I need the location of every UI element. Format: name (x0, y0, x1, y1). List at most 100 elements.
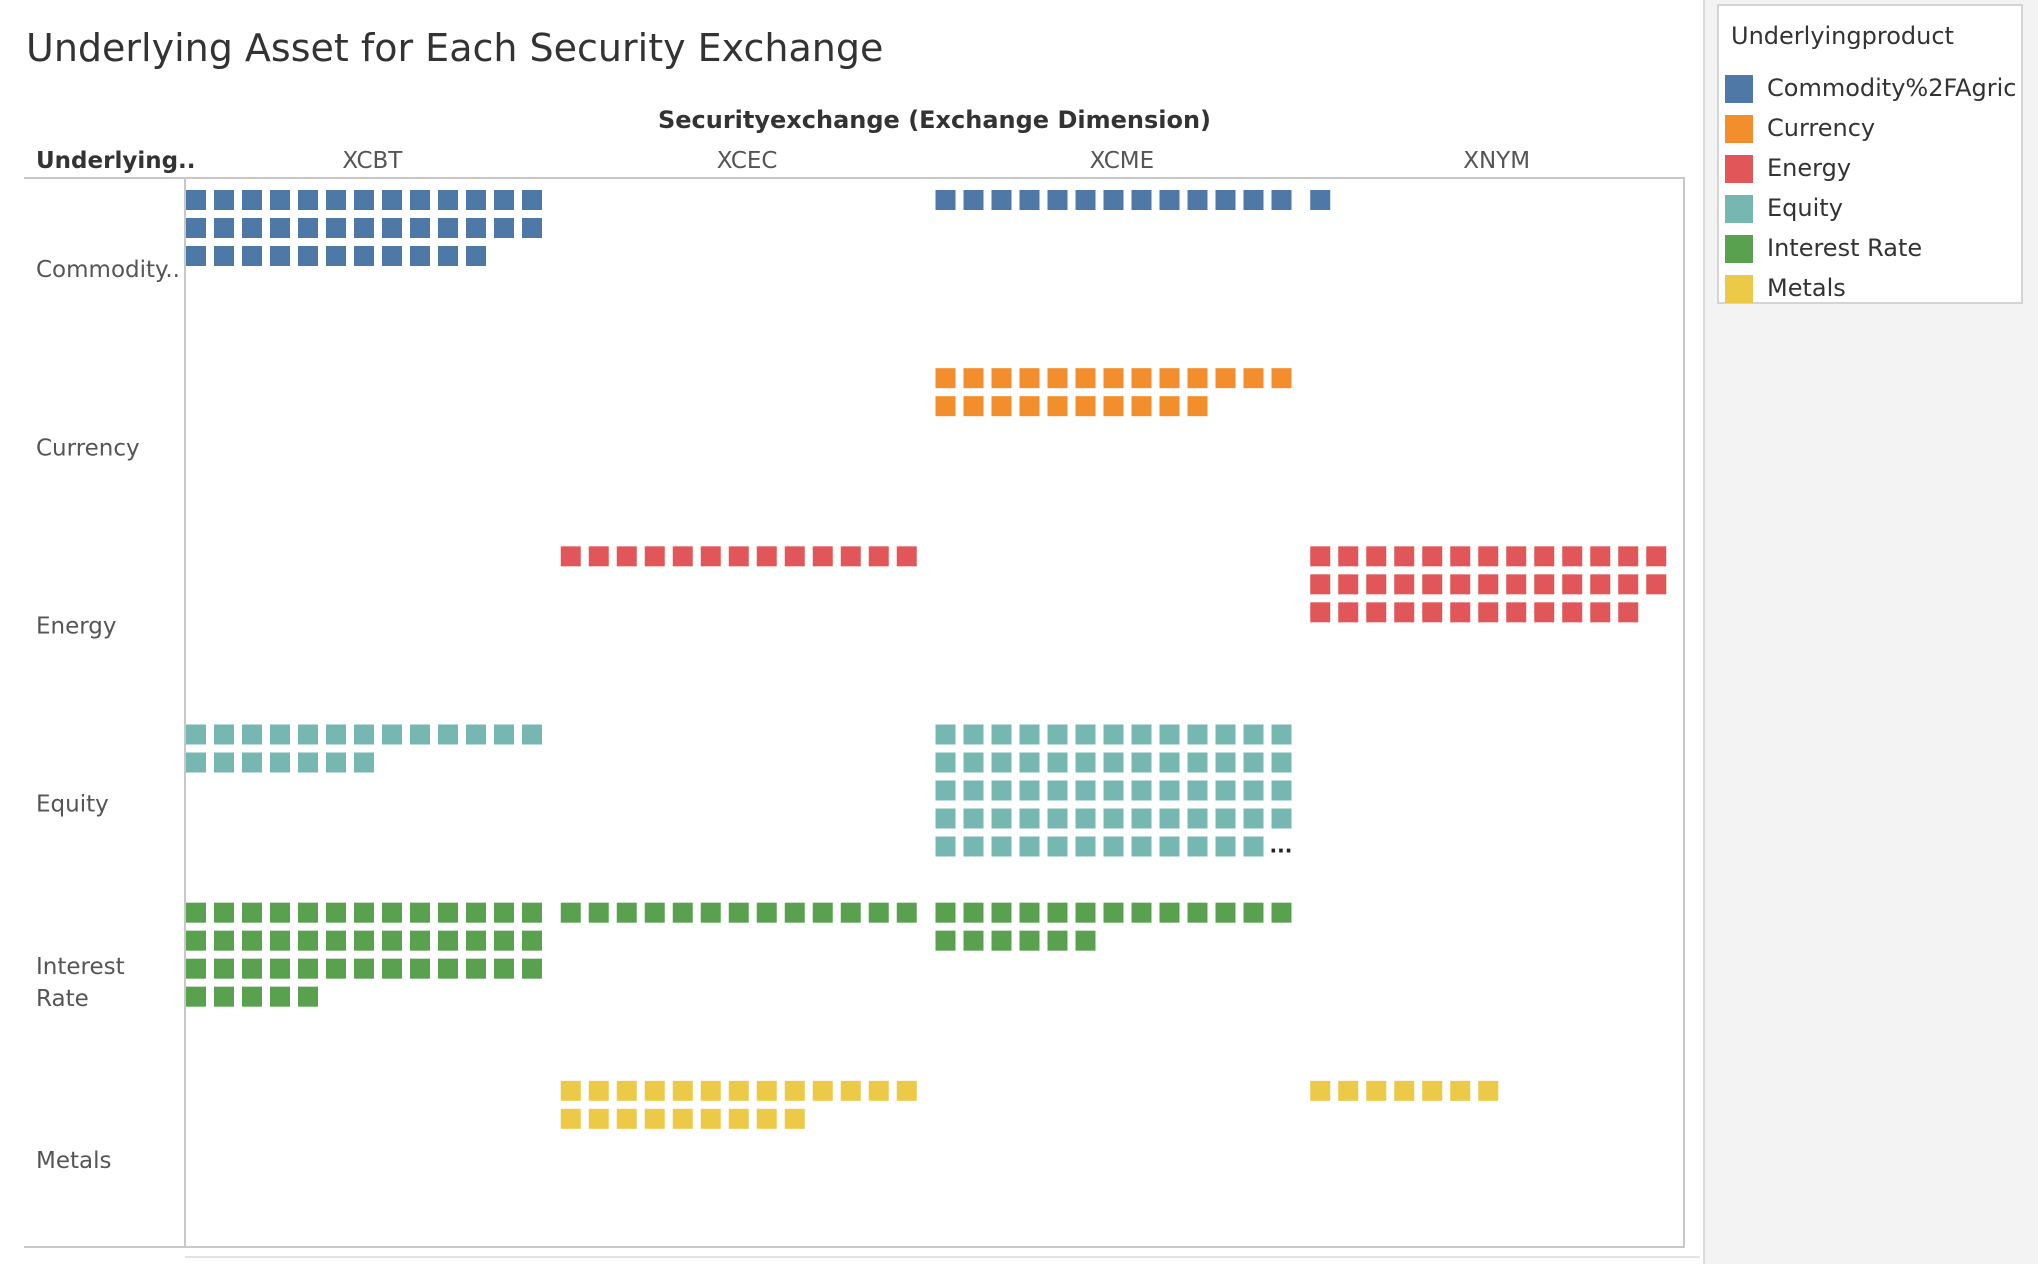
asset-mark[interactable] (991, 752, 1012, 773)
asset-mark[interactable] (270, 246, 290, 266)
asset-mark[interactable] (1075, 368, 1096, 389)
asset-mark[interactable] (1187, 396, 1208, 417)
asset-mark[interactable] (963, 724, 984, 745)
asset-mark[interactable] (1187, 724, 1208, 745)
asset-mark[interactable] (1450, 574, 1471, 595)
asset-mark[interactable] (840, 546, 861, 567)
asset-mark[interactable] (438, 190, 458, 210)
asset-mark[interactable] (1478, 546, 1499, 567)
asset-mark[interactable] (1075, 808, 1096, 829)
asset-mark[interactable] (1019, 724, 1040, 745)
asset-mark[interactable] (963, 836, 984, 857)
asset-mark[interactable] (522, 218, 542, 238)
asset-mark[interactable] (935, 902, 956, 923)
asset-mark[interactable] (935, 724, 956, 745)
asset-mark[interactable] (991, 780, 1012, 801)
asset-mark[interactable] (588, 902, 609, 923)
asset-mark[interactable] (935, 752, 956, 773)
asset-mark[interactable] (326, 930, 346, 951)
asset-mark[interactable] (560, 546, 581, 567)
asset-mark[interactable] (1394, 602, 1415, 623)
asset-mark[interactable] (1506, 546, 1527, 567)
asset-mark[interactable] (1075, 724, 1096, 745)
legend-item[interactable]: Metals (1725, 270, 2019, 306)
asset-mark[interactable] (214, 218, 234, 238)
asset-mark[interactable] (1019, 808, 1040, 829)
asset-mark[interactable] (1271, 724, 1292, 745)
asset-mark[interactable] (1131, 396, 1152, 417)
asset-mark[interactable] (784, 1080, 805, 1101)
asset-mark[interactable] (298, 218, 318, 238)
asset-mark[interactable] (1019, 836, 1040, 857)
asset-mark[interactable] (1159, 902, 1180, 923)
asset-mark[interactable] (466, 218, 486, 238)
asset-mark[interactable] (186, 958, 206, 979)
asset-mark[interactable] (1450, 1080, 1471, 1101)
asset-mark[interactable] (1506, 602, 1527, 623)
asset-mark[interactable] (700, 1108, 721, 1129)
asset-mark[interactable] (1187, 902, 1208, 923)
asset-mark[interactable] (1243, 368, 1264, 389)
asset-mark[interactable] (1187, 808, 1208, 829)
asset-mark[interactable] (1562, 574, 1583, 595)
asset-mark[interactable] (896, 546, 917, 567)
asset-mark[interactable] (1215, 836, 1236, 857)
asset-mark[interactable] (1646, 546, 1667, 567)
asset-mark[interactable] (1271, 752, 1292, 773)
asset-mark[interactable] (326, 190, 346, 210)
asset-mark[interactable] (644, 546, 665, 567)
asset-mark[interactable] (382, 218, 402, 238)
asset-mark[interactable] (438, 218, 458, 238)
asset-mark[interactable] (354, 246, 374, 266)
asset-mark[interactable] (1394, 574, 1415, 595)
asset-mark[interactable] (991, 396, 1012, 417)
asset-mark[interactable] (1047, 836, 1068, 857)
asset-mark[interactable] (214, 930, 234, 951)
asset-mark[interactable] (326, 752, 346, 773)
asset-mark[interactable] (438, 930, 458, 951)
asset-mark[interactable] (588, 1080, 609, 1101)
asset-mark[interactable] (298, 752, 318, 773)
asset-mark[interactable] (382, 190, 402, 210)
asset-mark[interactable] (1394, 1080, 1415, 1101)
asset-mark[interactable] (1562, 546, 1583, 567)
asset-mark[interactable] (214, 246, 234, 266)
asset-mark[interactable] (1103, 752, 1124, 773)
asset-mark[interactable] (522, 930, 542, 951)
asset-mark[interactable] (1047, 724, 1068, 745)
asset-mark[interactable] (494, 190, 514, 210)
asset-mark[interactable] (616, 1108, 637, 1129)
asset-mark[interactable] (963, 780, 984, 801)
asset-mark[interactable] (1131, 808, 1152, 829)
asset-mark[interactable] (935, 836, 956, 857)
asset-mark[interactable] (1310, 190, 1331, 210)
asset-mark[interactable] (700, 546, 721, 567)
asset-mark[interactable] (1131, 368, 1152, 389)
asset-mark[interactable] (214, 752, 234, 773)
asset-mark[interactable] (1450, 546, 1471, 567)
asset-mark[interactable] (1310, 546, 1331, 567)
asset-mark[interactable] (438, 902, 458, 923)
asset-mark[interactable] (186, 930, 206, 951)
asset-mark[interactable] (1478, 602, 1499, 623)
asset-mark[interactable] (1047, 190, 1068, 210)
asset-mark[interactable] (1159, 368, 1180, 389)
asset-mark[interactable] (1159, 752, 1180, 773)
asset-mark[interactable] (700, 902, 721, 923)
asset-mark[interactable] (354, 902, 374, 923)
asset-mark[interactable] (410, 190, 430, 210)
asset-mark[interactable] (991, 902, 1012, 923)
asset-mark[interactable] (1131, 190, 1152, 210)
asset-mark[interactable] (494, 958, 514, 979)
asset-mark[interactable] (756, 1108, 777, 1129)
asset-mark[interactable] (186, 190, 206, 210)
asset-mark[interactable] (588, 546, 609, 567)
asset-mark[interactable] (1394, 546, 1415, 567)
asset-mark[interactable] (1103, 780, 1124, 801)
asset-mark[interactable] (1618, 574, 1639, 595)
asset-mark[interactable] (672, 1108, 693, 1129)
asset-mark[interactable] (991, 808, 1012, 829)
asset-mark[interactable] (1131, 724, 1152, 745)
asset-mark[interactable] (672, 1080, 693, 1101)
asset-mark[interactable] (896, 902, 917, 923)
